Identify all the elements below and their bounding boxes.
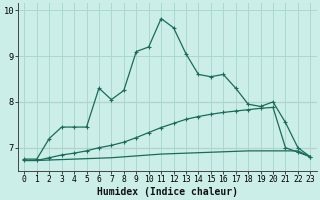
X-axis label: Humidex (Indice chaleur): Humidex (Indice chaleur) bbox=[97, 186, 238, 197]
